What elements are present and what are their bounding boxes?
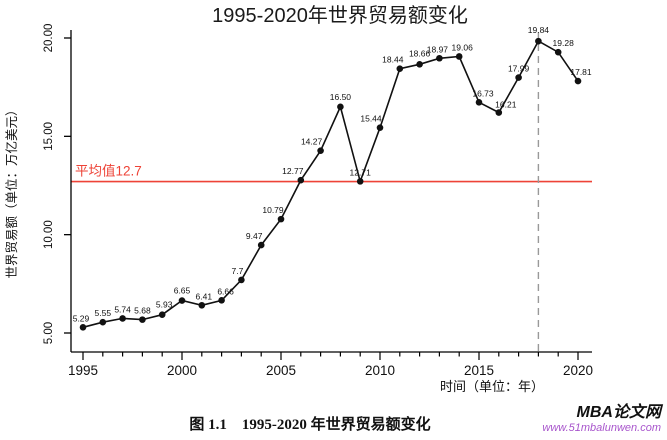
point-label: 5.68 bbox=[134, 306, 151, 316]
data-point bbox=[475, 99, 483, 106]
x-tick-label: 2005 bbox=[266, 363, 296, 378]
point-label: 19.84 bbox=[528, 25, 550, 35]
point-label: 18.66 bbox=[409, 48, 431, 58]
data-point bbox=[574, 77, 582, 85]
point-label: 6.65 bbox=[174, 286, 191, 296]
point-label: 16.50 bbox=[330, 92, 352, 102]
data-point bbox=[356, 178, 364, 185]
data-point bbox=[79, 323, 87, 331]
point-label: 19.28 bbox=[553, 38, 575, 48]
point-label: 7.7 bbox=[231, 266, 243, 276]
data-point bbox=[436, 54, 443, 62]
point-label: 17.81 bbox=[570, 67, 592, 77]
x-tick-label: 1995 bbox=[68, 363, 98, 378]
data-point bbox=[218, 297, 225, 304]
point-label: 18.44 bbox=[382, 55, 404, 65]
point-label: 18.97 bbox=[427, 44, 449, 54]
y-tick-label: 5.00 bbox=[43, 322, 55, 344]
data-point bbox=[495, 109, 503, 116]
data-point bbox=[416, 61, 423, 68]
point-label: 19.06 bbox=[452, 42, 474, 52]
x-tick-label: 2020 bbox=[563, 363, 593, 378]
data-point bbox=[376, 124, 384, 131]
data-point bbox=[337, 103, 344, 111]
point-label: 14.27 bbox=[301, 137, 323, 147]
x-tick-label: 2015 bbox=[464, 363, 494, 378]
point-label: 5.93 bbox=[156, 300, 173, 310]
data-point bbox=[139, 316, 146, 323]
point-label: 17.99 bbox=[508, 64, 530, 74]
x-tick-label: 2010 bbox=[365, 363, 395, 378]
data-point bbox=[158, 311, 166, 319]
data-point bbox=[198, 301, 206, 309]
data-line bbox=[82, 40, 579, 329]
watermark-site-name: MBA论文网 bbox=[576, 404, 661, 421]
point-label: 15.44 bbox=[360, 114, 382, 124]
point-label: 16.73 bbox=[472, 88, 494, 98]
data-point bbox=[277, 215, 285, 223]
data-point bbox=[297, 176, 305, 184]
y-tick-label: 10.00 bbox=[43, 220, 55, 249]
point-label: 10.79 bbox=[262, 205, 284, 215]
data-point bbox=[554, 48, 562, 56]
point-label: 9.47 bbox=[246, 231, 263, 241]
y-tick-label: 15.00 bbox=[43, 122, 55, 151]
point-label: 16.21 bbox=[495, 100, 517, 110]
average-line-label: 平均值12.7 bbox=[75, 164, 142, 179]
chart-title: 1995-2020年世界贸易额变化 bbox=[212, 4, 468, 27]
y-axis-title: 世界贸易额（单位：万亿美元） bbox=[4, 103, 19, 278]
figure-caption: 图 1.1 1995-2020 年世界贸易额变化 bbox=[189, 417, 431, 433]
data-point bbox=[178, 297, 186, 304]
data-point bbox=[257, 241, 265, 249]
point-label: 5.29 bbox=[73, 313, 90, 323]
data-point bbox=[455, 53, 463, 60]
x-axis-title: 时间（单位：年） bbox=[440, 379, 544, 394]
data-point bbox=[515, 74, 522, 81]
point-label: 12.71 bbox=[350, 167, 372, 177]
data-point bbox=[396, 65, 404, 72]
data-point bbox=[119, 315, 126, 322]
point-label: 6.41 bbox=[196, 291, 213, 301]
data-point bbox=[238, 276, 245, 284]
data-point bbox=[535, 37, 542, 45]
data-point bbox=[99, 318, 107, 326]
point-label: 6.66 bbox=[217, 286, 234, 296]
data-point bbox=[317, 147, 324, 154]
x-tick-label: 2000 bbox=[167, 363, 197, 378]
watermark: MBA论文网 www.51mbalunwen.com bbox=[542, 404, 661, 434]
watermark-site-url: www.51mbalunwen.com bbox=[542, 421, 661, 434]
y-tick-label: 20.00 bbox=[43, 24, 55, 53]
point-label: 5.74 bbox=[114, 304, 131, 314]
point-label: 12.77 bbox=[282, 166, 304, 176]
point-label: 5.55 bbox=[95, 308, 112, 318]
